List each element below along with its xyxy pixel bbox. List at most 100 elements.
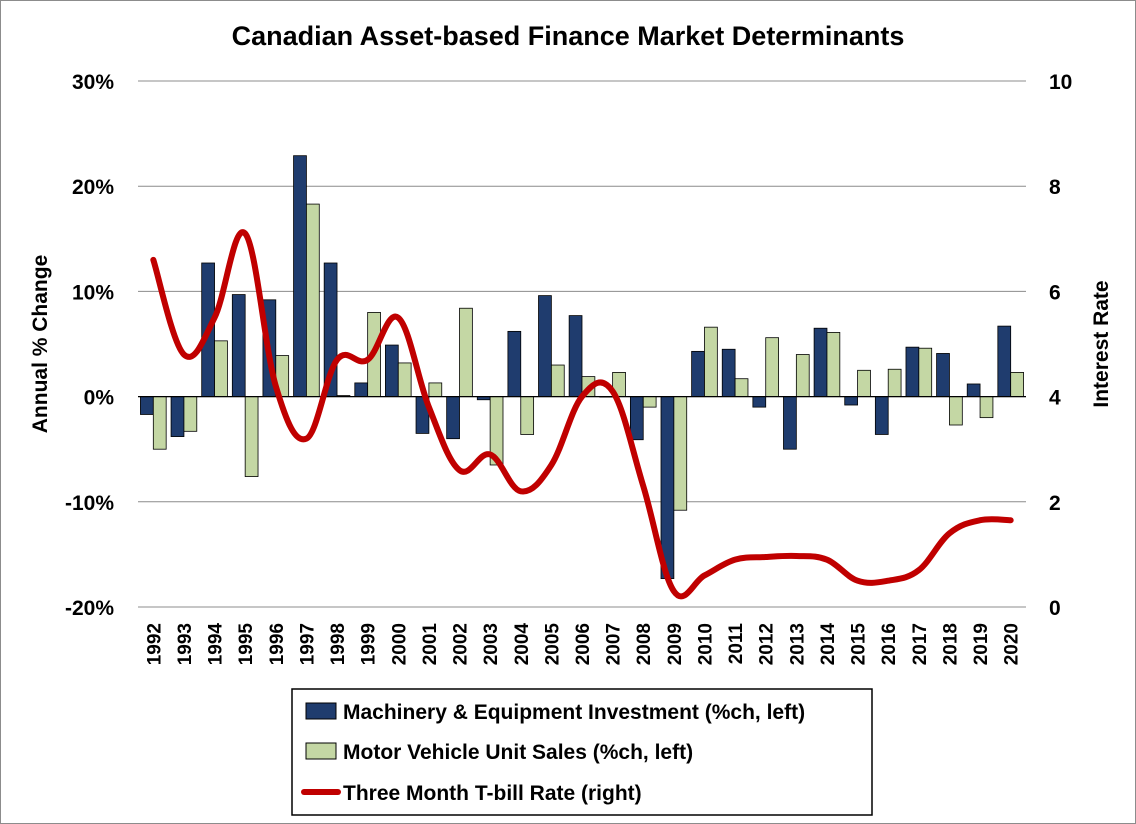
bar-machinery <box>231 294 246 397</box>
bar-motor-vehicle <box>428 382 443 398</box>
bar-motor-vehicle <box>214 340 228 397</box>
bar-motor-vehicle <box>152 396 167 450</box>
left-axis-title: Annual % Change <box>29 255 52 434</box>
bar-motor-vehicle <box>857 369 871 397</box>
x-tick-label: 2017 <box>910 623 931 665</box>
x-tick-label: 2020 <box>1002 623 1023 665</box>
x-tick-label: 1997 <box>297 623 318 665</box>
x-tick-label: 2006 <box>573 623 594 665</box>
bar-machinery <box>507 330 522 398</box>
x-tick-label: 2012 <box>757 623 778 665</box>
left-tick-label: 20% <box>72 176 114 199</box>
left-tick-label: 10% <box>72 281 114 304</box>
x-tick-label: 2016 <box>879 623 900 665</box>
bar-motor-vehicle <box>673 396 688 511</box>
bar-motor-vehicle <box>550 364 565 398</box>
x-tick-label: 2018 <box>940 623 961 665</box>
bar-machinery <box>446 396 460 440</box>
bar-machinery <box>721 348 736 398</box>
x-tick-label: 2002 <box>451 623 472 665</box>
x-tick-label: 2010 <box>695 623 716 665</box>
x-tick-label: 2003 <box>481 623 502 665</box>
x-tick-label: 1999 <box>359 623 380 665</box>
legend: Machinery & Equipment Investment (%ch, l… <box>291 688 873 816</box>
right-tick-label: 4 <box>1049 387 1061 410</box>
legend-label-machinery: Machinery & Equipment Investment (%ch, l… <box>343 701 805 724</box>
left-tick-label: 0% <box>84 387 115 410</box>
x-tick-label: 2000 <box>389 623 410 665</box>
x-tick-label: 2009 <box>665 623 686 665</box>
right-axis-title: Interest Rate <box>1090 280 1113 407</box>
bar-motor-vehicle <box>244 396 259 477</box>
bar-machinery <box>997 325 1012 397</box>
x-tick-label: 2005 <box>542 623 563 666</box>
right-tick-label: 8 <box>1049 176 1061 199</box>
bar-machinery <box>140 396 154 415</box>
bar-motor-vehicle <box>795 354 810 397</box>
right-tick-label: 0 <box>1049 597 1061 620</box>
bar-motor-vehicle <box>704 326 718 397</box>
right-tick-label: 6 <box>1049 281 1061 304</box>
tbill-rate-line <box>150 229 1014 600</box>
bar-machinery <box>629 396 644 441</box>
left-tick-label: 30% <box>72 71 114 94</box>
bar-motor-vehicle <box>826 332 841 398</box>
bar-motor-vehicle <box>1010 372 1024 397</box>
chart-title: Canadian Asset-based Finance Market Dete… <box>232 21 905 51</box>
x-tick-label: 2014 <box>818 623 839 666</box>
right-tick-label: 10 <box>1049 71 1072 94</box>
x-tick-label: 2011 <box>726 623 747 665</box>
legend-label-motor-vehicle: Motor Vehicle Unit Sales (%ch, left) <box>343 741 693 764</box>
x-tick-label: 1995 <box>236 623 257 666</box>
x-tick-label: 1992 <box>144 623 165 665</box>
x-tick-label: 1996 <box>267 623 288 665</box>
bar-machinery <box>936 353 950 397</box>
bar-machinery <box>813 327 828 397</box>
x-tick-label: 2008 <box>634 623 655 665</box>
bar-motor-vehicle <box>949 396 963 426</box>
bar-machinery <box>966 383 981 398</box>
bar-machinery <box>783 396 797 450</box>
left-tick-label: -20% <box>65 597 114 620</box>
bar-machinery <box>538 295 552 397</box>
bar-machinery <box>293 155 307 398</box>
bar-motor-vehicle <box>979 396 994 419</box>
x-tick-label: 1998 <box>328 623 349 665</box>
bar-motor-vehicle <box>734 378 749 398</box>
x-axis-ticks: 1992 1993 1994 1995 1996 1997 1998 1999 2000 2001… <box>144 623 1022 666</box>
bar-layer <box>138 155 1026 579</box>
x-tick-label: 2019 <box>971 623 992 665</box>
bar-machinery <box>691 350 705 398</box>
bar-machinery <box>844 396 858 406</box>
bar-motor-vehicle <box>642 396 657 408</box>
bar-motor-vehicle <box>306 203 320 398</box>
right-tick-label: 2 <box>1049 492 1061 515</box>
bar-machinery <box>874 396 889 435</box>
bar-machinery <box>170 396 185 437</box>
left-axis-ticks: -20% -10% 0% 10% 20% 30% <box>65 71 114 620</box>
bar-motor-vehicle <box>765 337 779 397</box>
legend-swatch-motor-vehicle <box>305 742 337 760</box>
bar-motor-vehicle <box>520 396 535 435</box>
bar-machinery <box>385 344 399 398</box>
x-tick-label: 2013 <box>787 623 808 665</box>
x-tick-label: 2001 <box>420 623 441 666</box>
bar-machinery <box>752 396 767 408</box>
legend-swatch-machinery <box>305 702 337 720</box>
legend-box <box>291 688 873 816</box>
x-tick-label: 1993 <box>175 623 196 665</box>
right-axis-ticks: 0 2 4 6 8 10 <box>1049 71 1072 620</box>
legend-label-tbill: Three Month T-bill Rate (right) <box>343 782 642 805</box>
bar-motor-vehicle <box>459 307 473 397</box>
x-tick-label: 1994 <box>206 623 227 666</box>
bar-machinery <box>354 382 369 398</box>
line-layer <box>150 229 1014 600</box>
x-tick-label: 2015 <box>849 623 870 666</box>
bar-motor-vehicle <box>918 347 933 398</box>
x-tick-label: 2007 <box>604 623 625 665</box>
bar-machinery <box>568 315 583 398</box>
bar-machinery <box>905 346 920 398</box>
bar-motor-vehicle <box>183 396 198 432</box>
